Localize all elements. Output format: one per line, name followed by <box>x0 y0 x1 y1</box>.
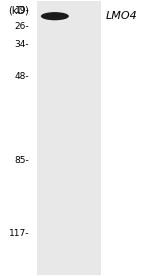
Text: 85-: 85- <box>15 156 29 165</box>
Ellipse shape <box>41 12 69 20</box>
FancyBboxPatch shape <box>37 1 101 275</box>
Text: 117-: 117- <box>9 229 29 238</box>
Text: (kD): (kD) <box>8 6 29 16</box>
Text: LMO4: LMO4 <box>106 11 137 21</box>
Text: 26-: 26- <box>15 22 29 31</box>
Text: 19-: 19- <box>15 6 29 15</box>
Text: 34-: 34- <box>15 40 29 49</box>
Text: 48-: 48- <box>15 72 29 81</box>
